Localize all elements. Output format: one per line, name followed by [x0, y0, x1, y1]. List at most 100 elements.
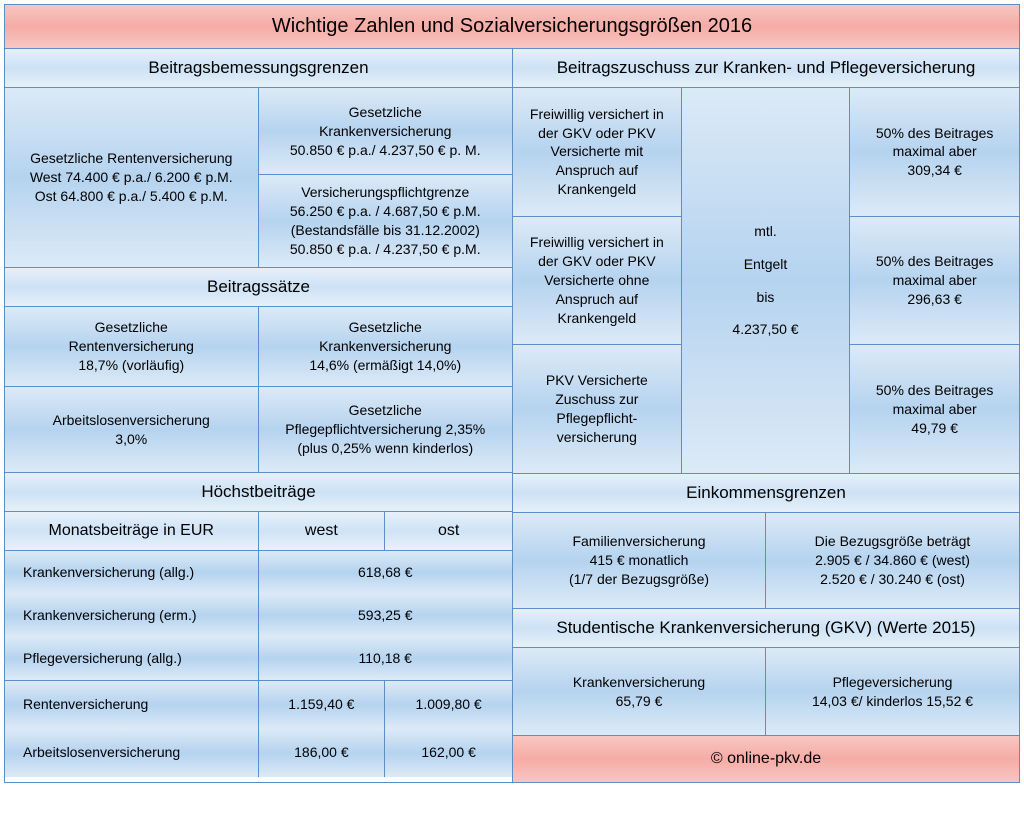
bz-r2c1-l5: Krankengeld	[558, 309, 637, 328]
bz-r2c1-l3: Versicherte ohne	[544, 271, 649, 290]
bs-kv-l1: Gesetzliche	[349, 318, 422, 337]
bs-rv-l2: Rentenversicherung	[69, 337, 194, 356]
bz-grid: Freiwillig versichert in der GKV oder PK…	[513, 88, 1019, 474]
bbg-pflicht: Versicherungspflichtgrenze 56.250 € p.a.…	[259, 175, 513, 267]
bz-mid-l1: mtl.	[754, 222, 777, 241]
bz-r2c1-l1: Freiwillig versichert in	[530, 233, 664, 252]
bz-r2c3-l1: 50% des Beitrages	[876, 252, 994, 271]
bbg-header: Beitragsbemessungsgrenzen	[5, 49, 512, 88]
bs-header: Beitragssätze	[5, 268, 512, 307]
bbg-kranken-l3: 50.850 € p.a./ 4.237,50 € p. M.	[290, 141, 481, 160]
left-column: Beitragsbemessungsgrenzen Gesetzliche Re…	[5, 49, 512, 782]
hb-m0-val: 618,68 €	[259, 551, 513, 594]
eg-fam-l2: 415 € monatlich	[590, 551, 689, 570]
hb-merged-block: Krankenversicherung (allg.) Krankenversi…	[5, 551, 512, 681]
hb-s0-label: Rentenversicherung	[5, 681, 258, 729]
bz-r1c3-l1: 50% des Beitrages	[876, 124, 994, 143]
bs-rv: Gesetzliche Rentenversicherung 18,7% (vo…	[5, 307, 259, 386]
bz-r2c3-val: 296,63 €	[907, 290, 962, 309]
hb-m2-val: 110,18 €	[259, 637, 513, 680]
main-grid: Beitragsbemessungsgrenzen Gesetzliche Re…	[5, 49, 1019, 782]
bbg-renten-l3: Ost 64.800 € p.a./ 5.400 € p.M.	[35, 187, 228, 206]
stud-pv: Pflegeversicherung 14,03 €/ kinderlos 15…	[766, 648, 1019, 735]
bbg-kranken: Gesetzliche Krankenversicherung 50.850 €…	[259, 88, 513, 175]
bz-r1c1-l3: Versicherte mit	[551, 142, 644, 161]
hb-columns: Monatsbeiträge in EUR west ost	[5, 512, 512, 551]
bz-r1c1-l1: Freiwillig versichert in	[530, 105, 664, 124]
stud-row: Krankenversicherung 65,79 € Pflegeversic…	[513, 648, 1019, 736]
hb-col1: west	[259, 512, 386, 550]
hb-s0-west: 1.159,40 €	[259, 681, 385, 729]
bs-pv-l2: Pflegepflichtversicherung 2,35%	[285, 420, 485, 439]
bz-r2c3: 50% des Beitrages maximal aber 296,63 €	[850, 217, 1019, 346]
eg-fam: Familienversicherung 415 € monatlich (1/…	[513, 513, 766, 608]
main-title: Wichtige Zahlen und Sozialversicherungsg…	[5, 5, 1019, 49]
bz-r1c1-l2: der GKV oder PKV	[538, 124, 656, 143]
eg-bez-l3: 2.520 € / 30.240 € (ost)	[820, 570, 965, 589]
hb-s0-ost: 1.009,80 €	[385, 681, 512, 729]
bz-r3c1-l2: Zuschuss zur	[555, 390, 638, 409]
bz-r3c1-l1: PKV Versicherte	[546, 371, 648, 390]
bs-av-l1: Arbeitslosenversicherung	[53, 411, 210, 430]
stud-header: Studentische Krankenversicherung (GKV) (…	[513, 609, 1019, 648]
bz-r1c1: Freiwillig versichert in der GKV oder PK…	[513, 88, 681, 217]
eg-bez-l2: 2.905 € / 34.860 € (west)	[815, 551, 970, 570]
bbg-pflicht-l1: Versicherungspflichtgrenze	[301, 183, 469, 202]
bz-r3c1-l4: versicherung	[557, 428, 637, 447]
bbg-renten-l2: West 74.400 € p.a./ 6.200 € p.M.	[30, 168, 233, 187]
eg-header: Einkommensgrenzen	[513, 474, 1019, 513]
bz-r2c1-l2: der GKV oder PKV	[538, 252, 656, 271]
bbg-row: Gesetzliche Rentenversicherung West 74.4…	[5, 88, 512, 268]
bs-pv: Gesetzliche Pflegepflichtversicherung 2,…	[259, 387, 513, 472]
bz-r1c1-l5: Krankengeld	[558, 180, 637, 199]
bz-r3c1-l3: Pflegepflicht-	[556, 409, 637, 428]
footer-copyright: © online-pkv.de	[513, 736, 1019, 782]
bbg-kranken-l2: Krankenversicherung	[319, 122, 451, 141]
stud-pv-l1: Pflegeversicherung	[833, 673, 953, 692]
eg-fam-l1: Familienversicherung	[572, 532, 705, 551]
bz-header: Beitragszuschuss zur Kranken- und Pflege…	[513, 49, 1019, 88]
hb-s1-ost: 162,00 €	[385, 729, 512, 777]
bz-mid-l3: bis	[757, 288, 775, 307]
hb-m1-label: Krankenversicherung (erm.)	[5, 594, 258, 637]
hb-split-block: Rentenversicherung Arbeitslosenversicher…	[5, 681, 512, 777]
bz-r3c3-l2: maximal aber	[893, 400, 977, 419]
bs-pv-l3: (plus 0,25% wenn kinderlos)	[297, 439, 473, 458]
eg-bez: Die Bezugsgröße beträgt 2.905 € / 34.860…	[766, 513, 1019, 608]
stud-pv-l2: 14,03 €/ kinderlos 15,52 €	[812, 692, 973, 711]
bz-mid-l2: Entgelt	[744, 255, 788, 274]
bz-mid-l4: 4.237,50 €	[732, 320, 798, 339]
table-container: Wichtige Zahlen und Sozialversicherungsg…	[4, 4, 1020, 783]
bz-r1c3-l2: maximal aber	[893, 142, 977, 161]
hb-header: Höchstbeiträge	[5, 473, 512, 512]
bs-av: Arbeitslosenversicherung 3,0%	[5, 387, 259, 472]
bz-r2c1-l4: Anspruch auf	[556, 290, 639, 309]
eg-bez-l1: Die Bezugsgröße beträgt	[815, 532, 971, 551]
bs-pv-l1: Gesetzliche	[349, 401, 422, 420]
hb-m1-val: 593,25 €	[259, 594, 513, 637]
hb-col0: Monatsbeiträge in EUR	[5, 512, 259, 550]
bz-r1c1-l4: Anspruch auf	[556, 161, 639, 180]
bbg-pflicht-l4: 50.850 € p.a. / 4.237,50 € p.M.	[290, 240, 481, 259]
bs-row1: Gesetzliche Rentenversicherung 18,7% (vo…	[5, 307, 512, 387]
stud-kv: Krankenversicherung 65,79 €	[513, 648, 766, 735]
bs-row2: Arbeitslosenversicherung 3,0% Gesetzlich…	[5, 387, 512, 473]
bs-rv-l1: Gesetzliche	[95, 318, 168, 337]
bz-r2c1: Freiwillig versichert in der GKV oder PK…	[513, 217, 681, 346]
bs-rv-l3: 18,7% (vorläufig)	[78, 356, 184, 375]
bz-r1c3: 50% des Beitrages maximal aber 309,34 €	[850, 88, 1019, 217]
bz-r3c1: PKV Versicherte Zuschuss zur Pflegepflic…	[513, 345, 681, 473]
bz-r3c3-l1: 50% des Beitrages	[876, 381, 994, 400]
stud-kv-l1: Krankenversicherung	[573, 673, 705, 692]
bz-r2c3-l2: maximal aber	[893, 271, 977, 290]
eg-row: Familienversicherung 415 € monatlich (1/…	[513, 513, 1019, 609]
right-column: Beitragszuschuss zur Kranken- und Pflege…	[512, 49, 1019, 782]
bs-kv: Gesetzliche Krankenversicherung 14,6% (e…	[259, 307, 513, 386]
bbg-renten: Gesetzliche Rentenversicherung West 74.4…	[5, 88, 259, 267]
bbg-renten-l1: Gesetzliche Rentenversicherung	[30, 149, 232, 168]
stud-kv-l2: 65,79 €	[616, 692, 663, 711]
hb-m2-label: Pflegeversicherung (allg.)	[5, 637, 258, 680]
bz-mid: mtl. Entgelt bis 4.237,50 €	[682, 88, 851, 473]
bs-kv-l3: 14,6% (ermäßigt 14,0%)	[309, 356, 461, 375]
hb-m0-label: Krankenversicherung (allg.)	[5, 551, 258, 594]
